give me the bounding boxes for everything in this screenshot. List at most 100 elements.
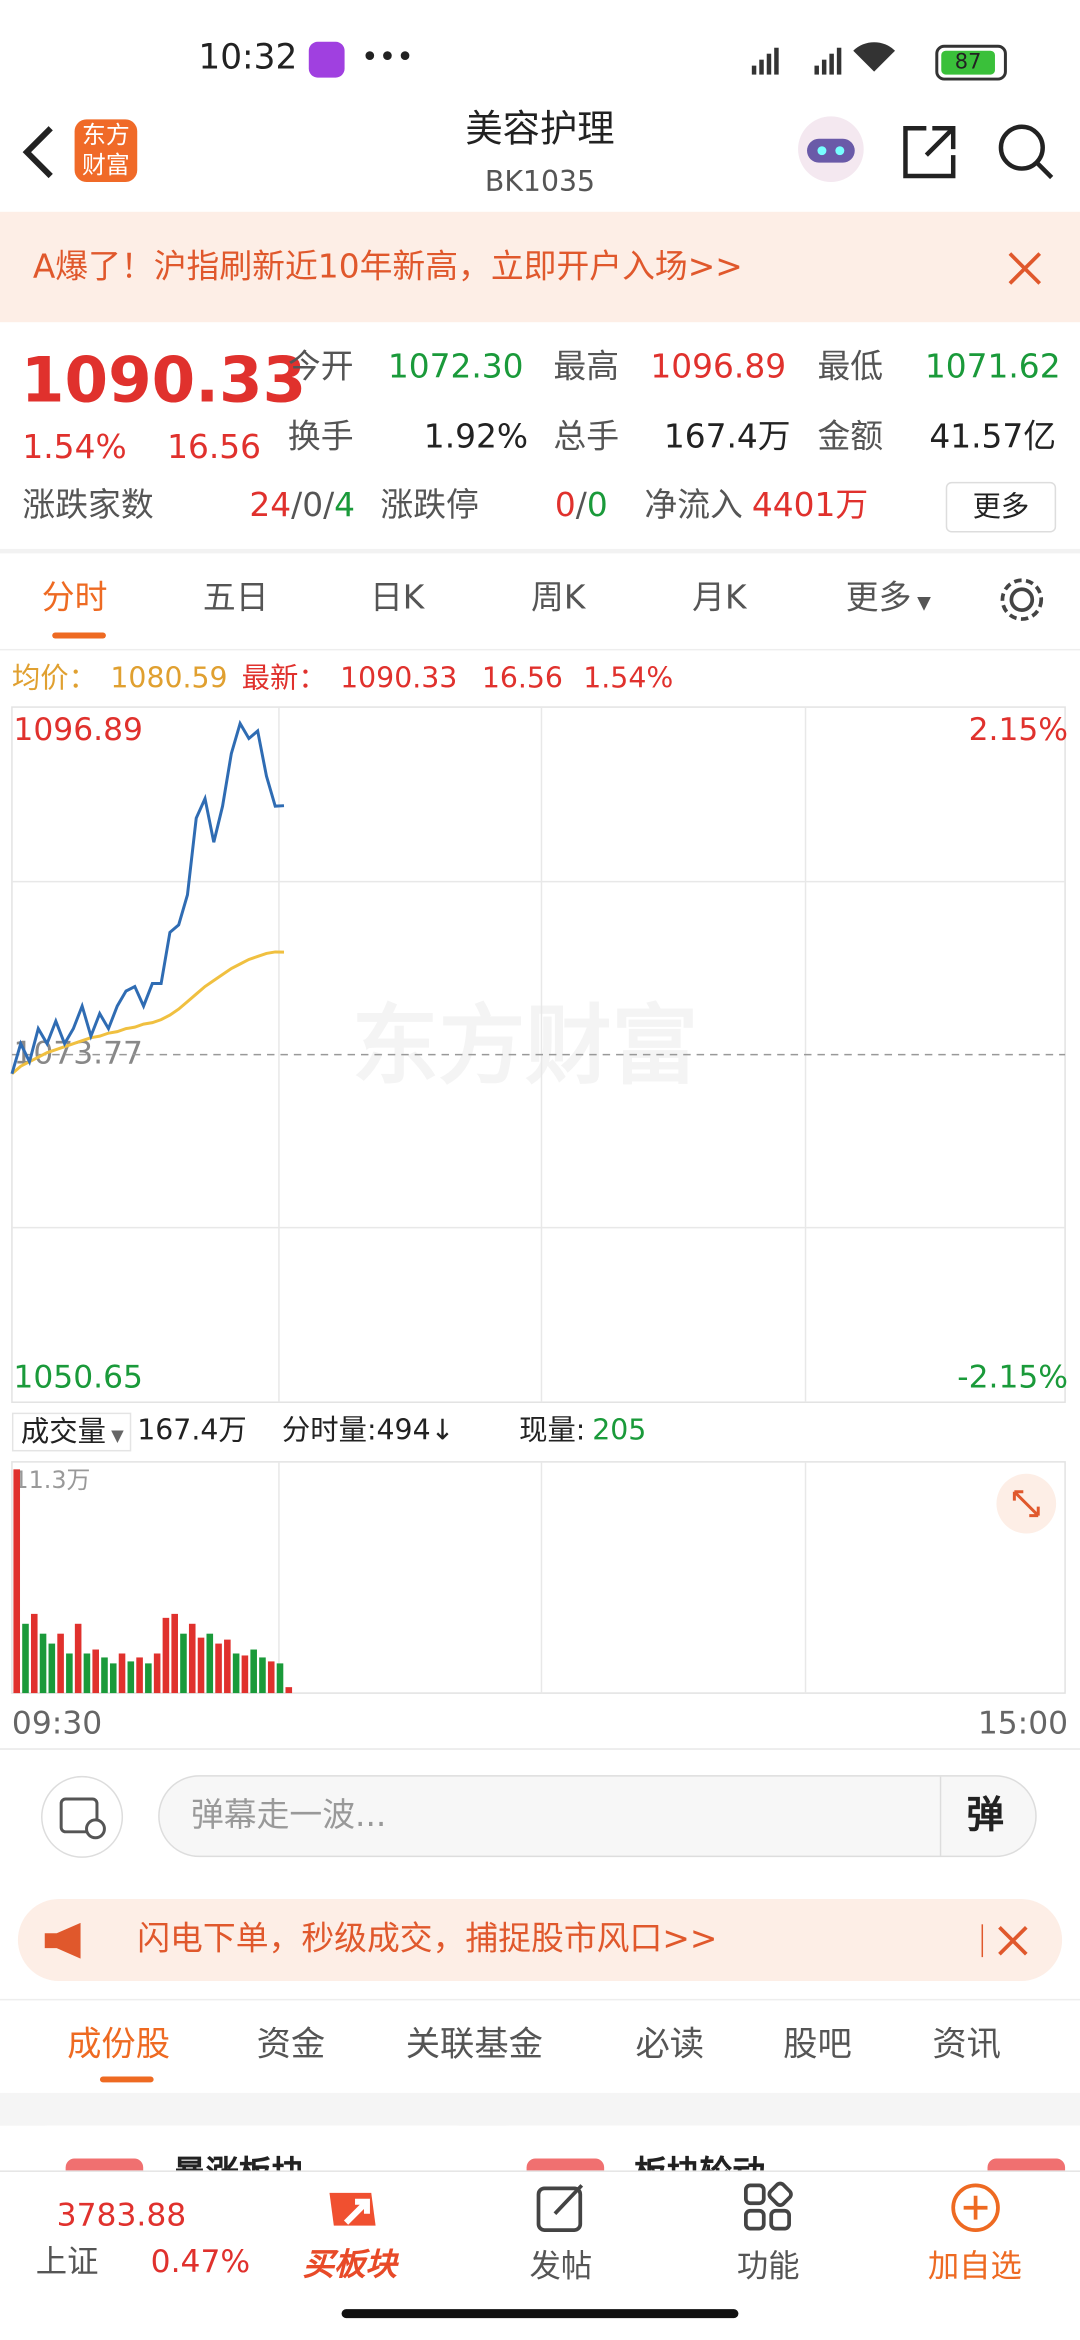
search-button[interactable] — [996, 122, 1056, 182]
promo-banner[interactable] — [0, 211, 1080, 323]
chart-tab[interactable]: 分时 — [41, 580, 108, 618]
inflow-value: 4401万 — [751, 487, 869, 526]
chart: 1050.651073.771096.89-2.15%2.15%11.3万09:… — [10, 706, 1068, 1741]
buy-sector-label[interactable]: 买板块 — [302, 2246, 397, 2283]
avg-value: 1080.59 — [110, 662, 228, 696]
up-count: 24 — [249, 487, 292, 526]
stat-value: 1071.62 — [924, 349, 1061, 387]
ad-text[interactable]: 闪电下单，秒级成交，捕捉股市风口>> — [137, 1921, 718, 1959]
volume-bar — [241, 1655, 249, 1694]
index-name[interactable]: 上证 — [35, 2243, 99, 2280]
index-value[interactable]: 3783.88 — [56, 2197, 187, 2234]
settings-button[interactable] — [996, 574, 1047, 625]
minute-volume: 分时量:494↓ — [281, 1414, 455, 1447]
volume-bar — [215, 1643, 222, 1694]
volume-bar — [74, 1623, 82, 1694]
post-icon[interactable] — [534, 2181, 588, 2235]
section-tab[interactable]: 资金 — [256, 2025, 326, 2065]
chart-tab[interactable]: 更多 ▼ — [845, 580, 931, 618]
danmaku-button[interactable]: 弹 — [966, 1793, 1004, 1837]
danmaku-settings[interactable] — [40, 1775, 124, 1859]
danmaku-input[interactable] — [158, 1775, 1037, 1858]
section-tab[interactable]: 资讯 — [932, 2025, 1001, 2065]
home-indicator — [341, 2309, 739, 2319]
volume-bar — [171, 1613, 178, 1694]
chart-tab-label: 更多 — [845, 580, 912, 618]
ad-banner[interactable] — [17, 1898, 1063, 1981]
stat-value: 41.57亿 — [929, 419, 1057, 457]
stat-label: 今开 — [287, 349, 354, 387]
y-tick-label: 1096.89 — [13, 712, 143, 748]
stat-value: 1.92% — [423, 419, 529, 457]
volume-bar — [39, 1633, 47, 1694]
more-button[interactable]: 更多 — [945, 481, 1057, 533]
volume-bar — [109, 1663, 117, 1694]
chart-tab[interactable]: 月K — [692, 580, 747, 618]
y2-tick-label: 2.15% — [969, 712, 1068, 748]
current-volume-label: 现量: — [519, 1414, 586, 1447]
volume-total: 167.4万 — [137, 1414, 247, 1447]
volume-bar — [206, 1633, 214, 1694]
price: 1090.33 — [20, 343, 307, 417]
change: 16.56 — [167, 429, 262, 467]
volume-bar — [30, 1613, 38, 1694]
volume-selector[interactable]: 成交量 ▼ — [11, 1412, 132, 1452]
chart-tab[interactable]: 五日 — [202, 580, 269, 618]
status-time: 10:32 — [198, 38, 298, 78]
volume-bar — [276, 1663, 284, 1694]
volume-bar — [66, 1653, 73, 1694]
nav-label[interactable]: 发帖 — [529, 2248, 593, 2284]
buy-sector-icon[interactable] — [322, 2181, 391, 2244]
nav-label[interactable]: 功能 — [736, 2248, 800, 2284]
battery: 87 — [935, 44, 1007, 81]
divider — [939, 1776, 942, 1856]
volume-label: 成交量 — [20, 1415, 106, 1449]
volume-bar — [48, 1643, 56, 1694]
signal-icons — [751, 42, 896, 75]
change-pct: 1.54% — [22, 429, 127, 467]
chart-tab[interactable]: 周K — [531, 580, 586, 618]
section-tab[interactable]: 股吧 — [783, 2025, 852, 2065]
add-watch-icon[interactable] — [949, 2181, 1003, 2235]
back-button[interactable] — [18, 122, 63, 182]
chart-tab[interactable]: 日K — [369, 580, 425, 618]
share-button[interactable] — [900, 122, 960, 182]
separator: / — [323, 487, 335, 526]
divider — [0, 548, 1080, 554]
divider — [0, 1998, 1080, 2001]
banner-close[interactable] — [1007, 251, 1043, 287]
volume-bar — [250, 1649, 257, 1694]
volume-bar — [285, 1687, 293, 1694]
assistant-avatar[interactable] — [794, 115, 869, 184]
tab-indicator — [99, 2076, 154, 2083]
stat-label: 金额 — [817, 419, 884, 457]
promo-text[interactable]: A爆了！沪指刷新近10年新高，立即开户入场>> — [32, 249, 743, 287]
volume-bar — [22, 1623, 29, 1694]
index-pct[interactable]: 0.47% — [150, 2243, 251, 2280]
sector-code: BK1035 — [484, 165, 596, 199]
stat-label: 总手 — [553, 419, 620, 457]
section-tab[interactable]: 成份股 — [67, 2025, 171, 2065]
volume-bar — [197, 1637, 205, 1694]
volume-bar — [162, 1617, 170, 1694]
breadth-label: 涨跌家数 — [22, 487, 154, 526]
volume-bar — [267, 1661, 275, 1694]
section-tab[interactable]: 必读 — [635, 2025, 705, 2065]
flat-count: 0 — [302, 487, 324, 526]
danmaku-placeholder: 弹幕走一波... — [190, 1797, 387, 1835]
section-tab[interactable]: 关联基金 — [405, 2025, 543, 2065]
volume-bar — [232, 1653, 240, 1694]
latest-value: 1090.33 — [340, 662, 458, 696]
volume-bar — [101, 1657, 108, 1694]
volume-frame — [11, 1461, 1066, 1694]
divider — [0, 648, 1080, 651]
function-icon[interactable] — [741, 2181, 795, 2235]
current-volume: 205 — [592, 1414, 647, 1447]
expand-icon — [1012, 1490, 1040, 1518]
ad-close[interactable] — [996, 1924, 1029, 1957]
stat-value: 167.4万 — [663, 419, 791, 457]
avg-label: 均价： — [11, 662, 97, 696]
nav-label[interactable]: 加自选 — [927, 2248, 1022, 2284]
page-title: 美容护理 — [465, 107, 615, 151]
